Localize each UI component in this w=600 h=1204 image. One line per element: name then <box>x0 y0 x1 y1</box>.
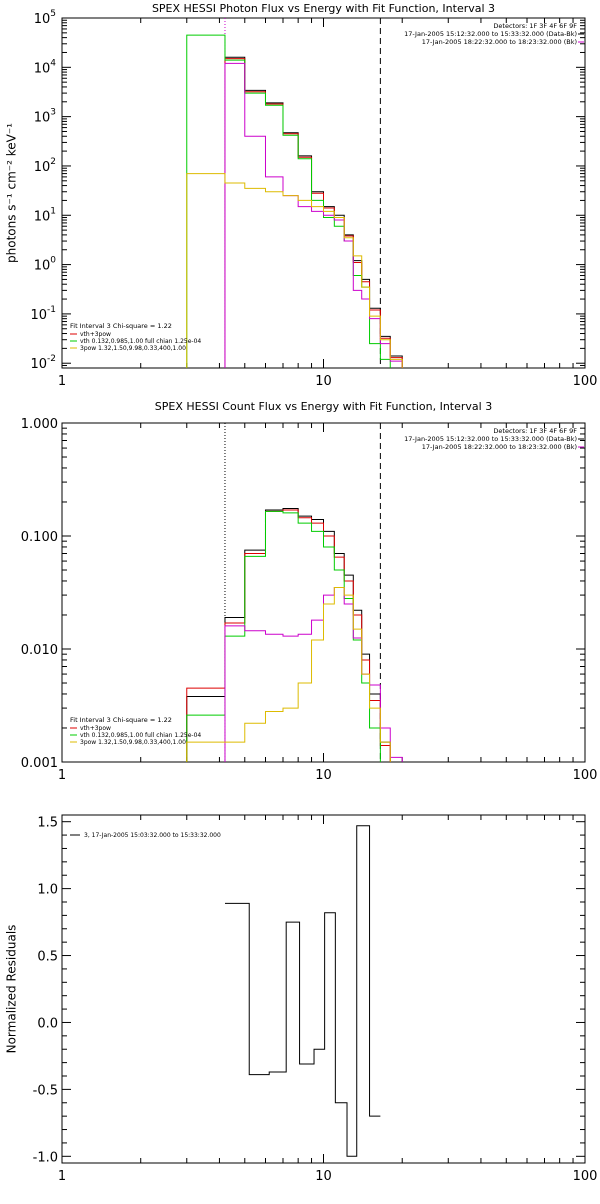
series-histogram-5 <box>186 173 403 368</box>
series-histogram-2 <box>224 58 403 368</box>
header-line-2: 17-Jan-2005 15:12:32.000 to 15:33:32.000… <box>404 435 577 443</box>
y-tick-label: 102 <box>34 157 56 175</box>
legend-label: vth 0.132,0.985,1.00 full chian 1.25e-04 <box>80 338 201 345</box>
legend-label: vth+3pow <box>80 725 111 732</box>
series-histogram-3 <box>186 510 381 762</box>
legend-label: 3pow 1.32,1.50,9.98,0.33,400,1.00 <box>80 739 186 746</box>
header-line-1: Detectors: 1F 3F 4F 6F 9F <box>493 22 577 30</box>
x-tick-label: 10 <box>315 1169 332 1184</box>
plot-frame <box>61 422 586 763</box>
series-histogram-5 <box>186 587 391 762</box>
x-tick-label: 1 <box>58 768 66 783</box>
y-tick-label: 105 <box>34 9 56 27</box>
x-tick-label: 1 <box>58 374 66 389</box>
x-tick-label: 100 <box>573 374 598 389</box>
x-tick-label: 100 <box>573 1169 598 1184</box>
y-tick-label: 100 <box>34 256 57 274</box>
y-axis-label: Normalized Residuals <box>5 925 19 1054</box>
y-tick-label: 0.100 <box>21 530 58 545</box>
y-tick-label: 101 <box>34 206 56 224</box>
y-axis-label: photons s⁻¹ cm⁻² keV⁻¹ <box>5 123 19 263</box>
legend-label: vth+3pow <box>80 331 111 338</box>
y-tick-label: 1.5 <box>37 816 58 831</box>
y-tick-label: 0.0 <box>37 1016 58 1031</box>
y-tick-label: 0.5 <box>37 950 58 965</box>
y-tick-label: 0.010 <box>21 643 58 658</box>
data-layer <box>224 825 381 1157</box>
header-line-3: 17-Jan-2005 18:22:32.000 to 18:23:32.000… <box>422 38 577 46</box>
y-tick-label: -0.5 <box>33 1083 58 1098</box>
legend-label: vth 0.132,0.985,1.00 full chian 1.25e-04 <box>80 732 201 739</box>
x-tick-label: 10 <box>315 768 332 783</box>
y-tick-label: 103 <box>34 108 56 126</box>
chart-panel-3: Normalized Residuals 1 10 100 -1.0 -0.5 0.0 0.5… <box>5 814 598 1184</box>
chart-panel-2: SPEX HESSI Count Flux vs Energy with Fit… <box>21 400 598 783</box>
legend-label: 3, 17-Jan-2005 15:03:32.000 to 15:33:32.… <box>84 832 221 839</box>
fit-header: Fit Interval 3 Chi-square = 1.22 <box>70 322 172 330</box>
fit-header: Fit Interval 3 Chi-square = 1.22 <box>70 716 172 724</box>
header-line-2: 17-Jan-2005 15:12:32.000 to 15:33:32.000… <box>404 30 577 38</box>
chart-panel-1: SPEX HESSI Photon Flux vs Energy with Fi… <box>5 2 598 389</box>
chart-title: SPEX HESSI Count Flux vs Energy with Fit… <box>155 400 492 413</box>
x-tick-label: 100 <box>573 768 598 783</box>
series-histogram-3 <box>186 34 391 368</box>
x-tick-label: 10 <box>315 374 332 389</box>
data-layer <box>186 423 403 762</box>
data-layer <box>186 18 403 368</box>
y-tick-label: 10-1 <box>30 305 56 323</box>
legend-label: 3pow 1.32,1.50,9.98,0.33,400,1.00 <box>80 345 186 352</box>
plot-frame <box>61 814 586 1164</box>
series-histogram-4 <box>224 587 403 762</box>
y-tick-label: 1.000 <box>21 417 58 432</box>
series-histogram-1 <box>224 825 381 1157</box>
header-line-1: Detectors: 1F 3F 4F 6F 9F <box>493 427 577 435</box>
y-tick-label: 10-2 <box>30 354 56 372</box>
header-line-3: 17-Jan-2005 18:22:32.000 to 18:23:32.000… <box>422 443 577 451</box>
y-tick-label: 104 <box>34 58 57 76</box>
x-tick-label: 1 <box>58 1169 66 1184</box>
y-tick-label: 0.001 <box>21 756 58 771</box>
y-tick-label: 1.0 <box>37 883 58 898</box>
series-histogram-4 <box>224 62 403 368</box>
chart-title: SPEX HESSI Photon Flux vs Energy with Fi… <box>152 2 495 15</box>
y-tick-label: -1.0 <box>33 1150 58 1165</box>
series-histogram-1 <box>224 56 403 368</box>
